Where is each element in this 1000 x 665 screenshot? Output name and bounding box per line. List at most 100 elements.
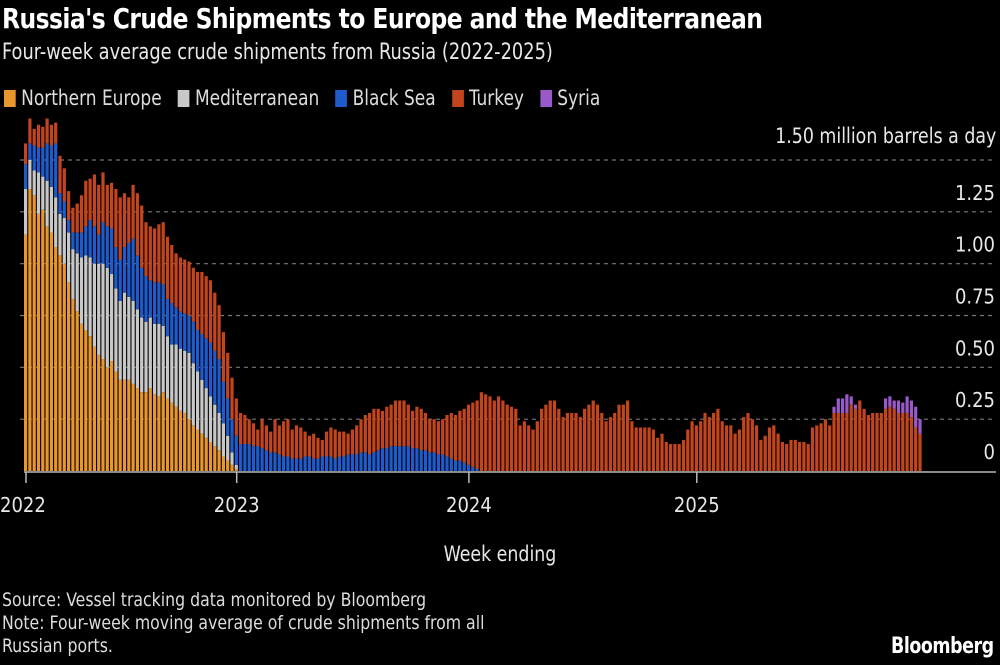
- bar-segment-turkey: [608, 417, 612, 471]
- bar-segment-turkey: [669, 444, 673, 471]
- x-axis-label: Week ending: [443, 542, 557, 566]
- bar-segment-syria: [849, 396, 853, 405]
- bar-segment-turkey: [909, 417, 913, 471]
- bar-segment-black-sea: [122, 247, 127, 293]
- bar-segment-turkey: [273, 419, 277, 453]
- bar-segment-turkey: [630, 421, 634, 471]
- bar-segment-turkey: [780, 441, 784, 471]
- bar-segment-black-sea: [144, 276, 148, 322]
- bar-segment-mediterranean: [183, 350, 187, 413]
- bar-segment-turkey: [282, 421, 286, 457]
- bar-segment-turkey: [918, 433, 922, 471]
- bar-segment-mediterranean: [97, 263, 101, 355]
- bar-segment-turkey: [243, 415, 247, 445]
- bar-segment-turkey: [479, 392, 483, 471]
- bar-segment-turkey: [699, 421, 703, 471]
- bar-segment-black-sea: [58, 193, 62, 214]
- bar-segment-mediterranean: [45, 180, 49, 227]
- bar-segment-black-sea: [428, 452, 432, 471]
- bar-segment-turkey: [888, 406, 892, 471]
- bar-segment-northern-europe: [101, 359, 105, 471]
- bar-segment-black-sea: [415, 448, 419, 471]
- bar-segment-black-sea: [359, 452, 363, 471]
- bar-segment-turkey: [71, 207, 75, 233]
- bar-segment-mediterranean: [208, 396, 213, 442]
- bar-segment-turkey: [557, 408, 561, 471]
- bar-segment-black-sea: [178, 311, 182, 349]
- bar-segment-black-sea: [135, 255, 139, 310]
- bar-segment-black-sea: [243, 444, 247, 471]
- bar-segment-turkey: [75, 203, 79, 233]
- bar-segment-turkey: [518, 425, 522, 471]
- bar-segment-syria: [914, 406, 918, 428]
- bar-segment-turkey: [88, 178, 92, 221]
- y-tick-label: 0: [984, 440, 995, 464]
- bar-segment-mediterranean: [84, 255, 88, 331]
- bar-segment-turkey: [858, 400, 862, 471]
- bar-segment-northern-europe: [221, 456, 225, 471]
- bar-segment-turkey: [750, 419, 754, 471]
- bar-segment-turkey: [458, 410, 462, 461]
- bar-segment-turkey: [548, 400, 552, 471]
- bar-segment-turkey: [875, 412, 879, 471]
- bar-segment-mediterranean: [88, 257, 92, 337]
- bar-segment-turkey: [385, 406, 389, 449]
- bar-segment-syria: [836, 398, 840, 413]
- bar-segment-black-sea: [273, 452, 277, 471]
- bar-segment-black-sea: [303, 456, 307, 471]
- bar-segment-turkey: [325, 431, 329, 457]
- bar-segment-turkey: [441, 419, 445, 455]
- bar-segment-black-sea: [316, 458, 320, 471]
- y-axis-unit-label: 1.50 million barrels a day: [774, 124, 996, 148]
- bar-segment-turkey: [570, 412, 574, 471]
- legend-item-mediterranean: Mediterranean: [177, 86, 319, 110]
- bar-segment-black-sea: [239, 444, 243, 471]
- bar-segment-turkey: [32, 128, 36, 146]
- bar-segment-turkey: [419, 408, 423, 451]
- bar-segment-black-sea: [118, 259, 122, 301]
- bar-segment-turkey: [798, 441, 802, 471]
- bar-segment-turkey: [79, 195, 84, 233]
- bar-segment-northern-europe: [196, 429, 200, 471]
- legend-label: Northern Europe: [21, 86, 162, 110]
- bar-segment-northern-europe: [178, 410, 182, 471]
- bar-segment-turkey: [393, 400, 397, 447]
- bar-segment-turkey: [342, 431, 346, 457]
- bar-segment-mediterranean: [213, 404, 217, 447]
- bar-segment-turkey: [772, 425, 776, 471]
- bar-segment-mediterranean: [101, 263, 105, 360]
- bar-segment-black-sea: [221, 381, 225, 424]
- bar-segment-black-sea: [329, 456, 333, 471]
- bar-segment-turkey: [836, 412, 840, 471]
- bar-segment-black-sea: [45, 143, 49, 181]
- bar-segment-turkey: [677, 444, 681, 471]
- bar-segment-turkey: [49, 124, 53, 146]
- bar-segment-turkey: [879, 412, 883, 471]
- bar-segment-turkey: [24, 143, 28, 165]
- bar-segment-black-sea: [256, 446, 260, 471]
- bar-segment-turkey: [492, 400, 496, 471]
- bar-segment-northern-europe: [88, 336, 92, 471]
- bar-segment-syria: [901, 402, 905, 413]
- bar-segment-mediterranean: [105, 267, 109, 368]
- bar-segment-black-sea: [337, 456, 342, 471]
- bar-segment-mediterranean: [79, 257, 84, 324]
- y-tick-labels: 0 0.25 0.50 0.75 1.00 1.25: [955, 181, 995, 464]
- bar-segment-northern-europe: [234, 468, 238, 471]
- bar-segment-turkey: [204, 276, 208, 339]
- bar-segment-mediterranean: [118, 300, 122, 380]
- bar-segment-black-sea: [67, 220, 71, 233]
- bar-segment-syria: [918, 419, 922, 434]
- bar-segment-turkey: [131, 184, 135, 239]
- bar-segment-northern-europe: [161, 392, 165, 471]
- bar-segment-turkey: [724, 425, 729, 471]
- bar-segment-turkey: [161, 222, 165, 285]
- legend-label: Turkey: [468, 86, 524, 110]
- bar-segment-turkey: [828, 425, 832, 471]
- bar-segment-turkey: [165, 236, 170, 299]
- bar-segment-black-sea: [333, 458, 337, 471]
- x-tick-label: 2025: [674, 493, 720, 517]
- bar-segment-black-sea: [372, 452, 376, 471]
- bar-segment-black-sea: [320, 456, 324, 471]
- bar-segment-turkey: [333, 429, 337, 459]
